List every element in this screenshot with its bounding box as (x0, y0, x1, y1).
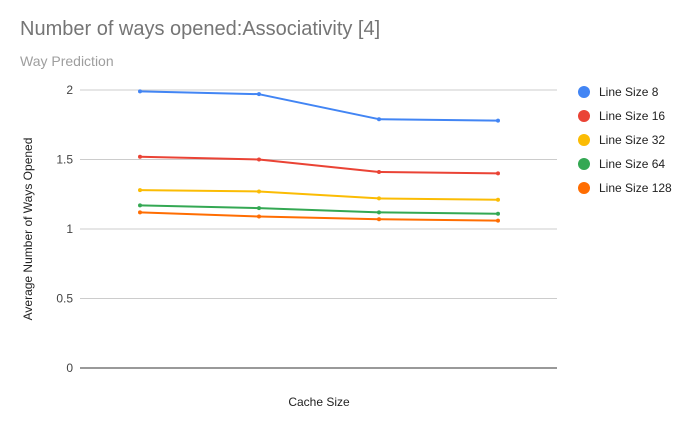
legend-label: Line Size 8 (599, 85, 659, 99)
y-axis-label: Average Number of Ways Opened (21, 138, 35, 321)
series-1 (138, 89, 500, 123)
data-point (138, 188, 142, 193)
legend-swatch (578, 86, 590, 98)
data-point (257, 189, 261, 194)
y-tick-label: 1.5 (56, 153, 73, 167)
y-tick-label: 2 (66, 83, 73, 97)
legend-item: Line Size 128 (578, 176, 672, 200)
data-point (138, 210, 142, 215)
chart-subtitle: Way Prediction (20, 53, 114, 69)
data-point (138, 203, 142, 208)
data-point (377, 170, 381, 175)
legend-swatch (578, 134, 590, 146)
gridlines (80, 89, 557, 369)
legend-label: Line Size 32 (599, 133, 666, 147)
data-point (138, 89, 142, 94)
data-point (377, 117, 381, 122)
legend-swatch (578, 182, 590, 194)
legend-item: Line Size 64 (578, 152, 672, 176)
data-point (257, 206, 261, 211)
series-lines (138, 89, 500, 223)
x-axis-label: Cache Size (288, 395, 350, 409)
data-point (138, 154, 142, 159)
series-5 (138, 210, 500, 223)
legend-item: Line Size 8 (578, 80, 672, 104)
series-4 (138, 203, 500, 216)
data-point (377, 210, 381, 215)
y-tick-label: 0.5 (56, 292, 73, 306)
series-line (139, 189, 499, 201)
legend-swatch (578, 110, 590, 122)
series-3 (138, 188, 500, 202)
legend-item: Line Size 16 (578, 104, 672, 128)
data-point (377, 196, 381, 201)
legend-swatch (578, 158, 590, 170)
legend-label: Line Size 16 (599, 109, 666, 123)
chart-title: Number of ways opened:Associativity [4] (20, 18, 381, 40)
legend-item: Line Size 32 (578, 128, 672, 152)
y-tick-label: 1 (66, 222, 73, 236)
legend-label: Line Size 128 (599, 181, 672, 195)
data-point (377, 217, 381, 222)
data-point (257, 92, 261, 97)
legend-label: Line Size 64 (599, 157, 666, 171)
data-point (496, 211, 500, 216)
data-point (496, 218, 500, 223)
y-tick-label: 0 (66, 361, 73, 375)
series-line (139, 211, 499, 222)
series-line (139, 90, 499, 122)
data-point (496, 171, 500, 176)
data-point (257, 214, 261, 219)
data-point (496, 118, 500, 123)
y-tick-labels: 0 0.5 1 1.5 2 (56, 83, 73, 375)
series-line (139, 155, 499, 175)
legend: Line Size 8 Line Size 16 Line Size 32 Line … (578, 80, 672, 200)
series-2 (138, 154, 500, 176)
data-point (257, 157, 261, 162)
data-point (496, 197, 500, 202)
series-line (139, 204, 499, 215)
